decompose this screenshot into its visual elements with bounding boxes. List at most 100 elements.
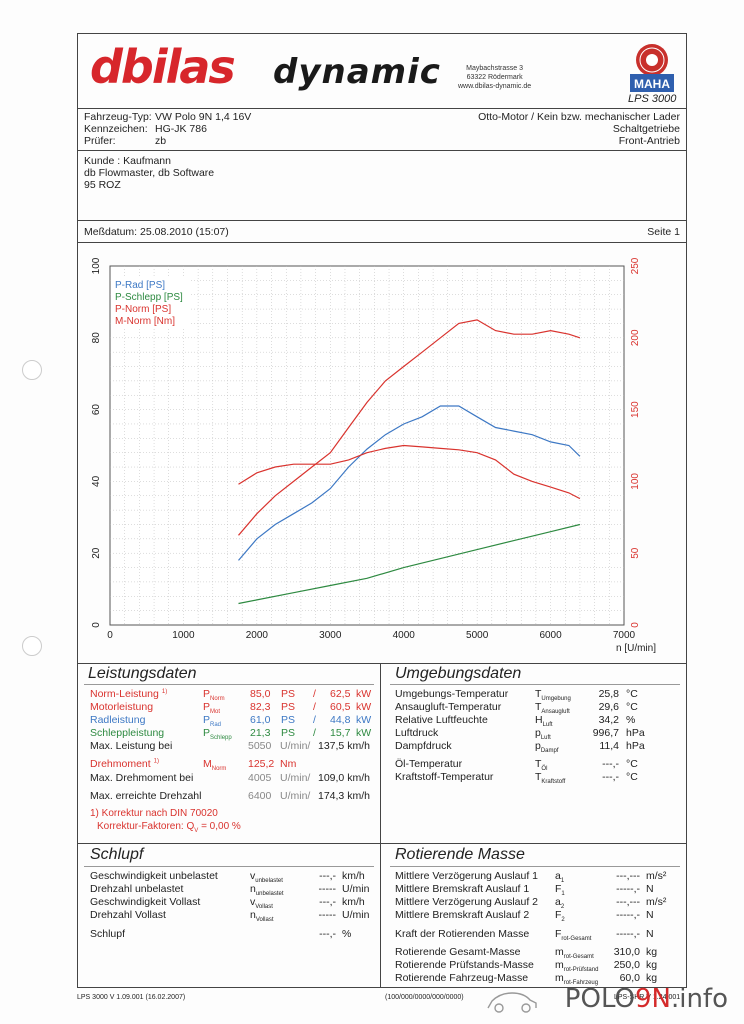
schlupf-unit: km/h: [342, 896, 365, 908]
correction-value: = 0,00 %: [201, 821, 241, 832]
umgebung-label: Ansaugluft-Temperatur: [395, 701, 502, 713]
rotierende-symbol: mrot-Fahrzeug: [555, 972, 598, 986]
umgebung-label: Kraftstoff-Temperatur: [395, 771, 494, 783]
rotierende-unit: N: [646, 883, 654, 895]
rotierende-sym: a: [555, 896, 561, 908]
schlupf-unit: %: [342, 928, 352, 940]
leistung-value-ps: 82,3: [250, 701, 271, 713]
section-underline: [390, 866, 680, 867]
rotierende-unit: N: [646, 928, 654, 940]
correction-factor-text: Korrektur-Faktoren: Q: [97, 821, 195, 832]
schlupf-label: Schlupf: [90, 928, 126, 940]
y-left-tick-label: 0: [91, 622, 102, 628]
rotierende-sub: 1: [561, 891, 565, 898]
rotierende-unit: kg: [646, 972, 658, 984]
umgebung-symbol: pDampf: [535, 740, 559, 754]
leistung-sym: P: [203, 714, 211, 726]
rotierende-unit: m/s²: [646, 870, 667, 882]
torque-label-text: Drehmoment: [90, 758, 151, 770]
umgebung-unit: hPa: [626, 727, 645, 739]
rotierende-symbol: F1: [555, 883, 565, 897]
umgebung-sub: Luft: [542, 722, 553, 729]
correction-factor: Korrektur-Faktoren: QV = 0,00 %: [97, 821, 241, 834]
section-underline: [390, 684, 680, 685]
leistung-row-symbol: PRad: [203, 714, 221, 728]
leistung-sub: Norm: [210, 696, 225, 703]
legend-entry: P-Norm [PS]: [115, 304, 171, 315]
schlupf-sub: unbelastet: [255, 878, 283, 885]
rotierende-sub: 2: [560, 904, 565, 911]
vehicle-type-value: VW Polo 9N 1,4 16V: [155, 111, 252, 123]
rotierende-value: ---,---: [616, 896, 640, 908]
max-rpm-label: Max. erreichte Drehzahl: [90, 790, 202, 802]
umgebung-value: ---,-: [602, 758, 619, 770]
umgebung-sub: Umgebung: [541, 696, 571, 703]
rotierende-sub: rot-Gesamt: [561, 936, 592, 943]
schlupf-unit: U/min: [342, 883, 370, 895]
schlupf-symbol: nunbelastet: [250, 883, 284, 897]
leistung-unit-ps: PS: [281, 688, 296, 700]
max-power-unit: U/min/: [280, 740, 311, 752]
chart-grid: [109, 265, 625, 626]
drive-type: Front-Antrieb: [618, 135, 680, 147]
address-city: 63322 Rödermark: [466, 74, 523, 81]
rotierende-value: 250,0: [613, 959, 640, 971]
rotierende-sym: F: [555, 928, 562, 940]
torque-symbol: MNorm: [203, 758, 226, 772]
schlupf-value: ---,-: [319, 928, 336, 940]
torque-value: 125,2: [248, 758, 275, 770]
umgebung-label: Umgebungs-Temperatur: [395, 688, 509, 700]
umgebung-sym: p: [535, 727, 541, 739]
plot-area: [109, 265, 625, 626]
max-rpm-value: 6400: [248, 790, 272, 802]
brand-polo: POLO: [564, 984, 635, 1014]
rotierende-sym: m: [555, 972, 564, 984]
umgebung-symbol: TUmgebung: [535, 688, 571, 702]
model-label: LPS 3000: [628, 93, 677, 105]
x-tick-label: 0: [107, 630, 113, 641]
chart-legend: P-Rad [PS]P-Schlepp [PS]P-Norm [PS]M-Nor…: [112, 278, 190, 328]
address-web: www.dbilas-dynamic.de: [458, 83, 532, 90]
schlupf-sym: v: [250, 870, 256, 882]
tester-label: Prüfer:: [84, 135, 116, 147]
schlupf-value: ---,-: [319, 896, 336, 908]
max-power-label: Max. Leistung bei: [90, 740, 173, 752]
y-left-tick-label: 20: [91, 547, 102, 559]
schlupf-title: Schlupf: [90, 846, 144, 863]
chart-lines: [238, 319, 581, 605]
umgebung-sub: Öl: [541, 766, 548, 773]
rotierende-sym: a: [555, 870, 561, 882]
umgebung-label: Luftdruck: [395, 727, 439, 739]
schlupf-value: ---,-: [319, 870, 336, 882]
schlupf-value: -----: [318, 883, 336, 895]
schlupf-sub: Vollast: [255, 904, 273, 911]
rotierende-symbol: a2: [555, 896, 564, 910]
rotierende-label: Mittlere Verzögerung Auslauf 2: [395, 896, 539, 908]
umgebung-sym: T: [535, 701, 542, 713]
brand-info: .info: [670, 984, 728, 1014]
umgebung-unit: °C: [626, 688, 638, 700]
umgebung-sym: T: [535, 771, 542, 783]
customer-line2: db Flowmaster, db Software: [84, 167, 215, 179]
dbilas-logo: dbilas: [90, 40, 236, 94]
umgebung-symbol: TÖl: [535, 758, 547, 772]
x-tick-label: 7000: [613, 630, 636, 641]
leistung-separator: /: [313, 701, 316, 713]
rotierende-value: 60,0: [619, 972, 640, 984]
torque-label: Drehmoment 1): [90, 758, 159, 770]
schlupf-sym: n: [250, 909, 256, 921]
umgebung-symbol: TKraftstoff: [535, 771, 565, 785]
x-tick-label: 3000: [319, 630, 342, 641]
legend-box: [112, 278, 190, 328]
rotierende-sub: 2: [561, 917, 565, 924]
rotierende-value: 310,0: [613, 946, 640, 958]
leistung-row-label: Norm-Leistung 1): [90, 688, 167, 700]
umgebung-value: 29,6: [598, 701, 619, 713]
umgebung-unit: hPa: [626, 740, 645, 752]
correction-note: 1) Korrektur nach DIN 70020: [90, 808, 218, 819]
max-rpm-speed: 174,3 km/h: [318, 790, 370, 802]
schlupf-label: Geschwindigkeit unbelastet: [90, 870, 218, 882]
leistung-title: Leistungsdaten: [88, 665, 197, 682]
umgebung-symbol: pLuft: [535, 727, 551, 741]
